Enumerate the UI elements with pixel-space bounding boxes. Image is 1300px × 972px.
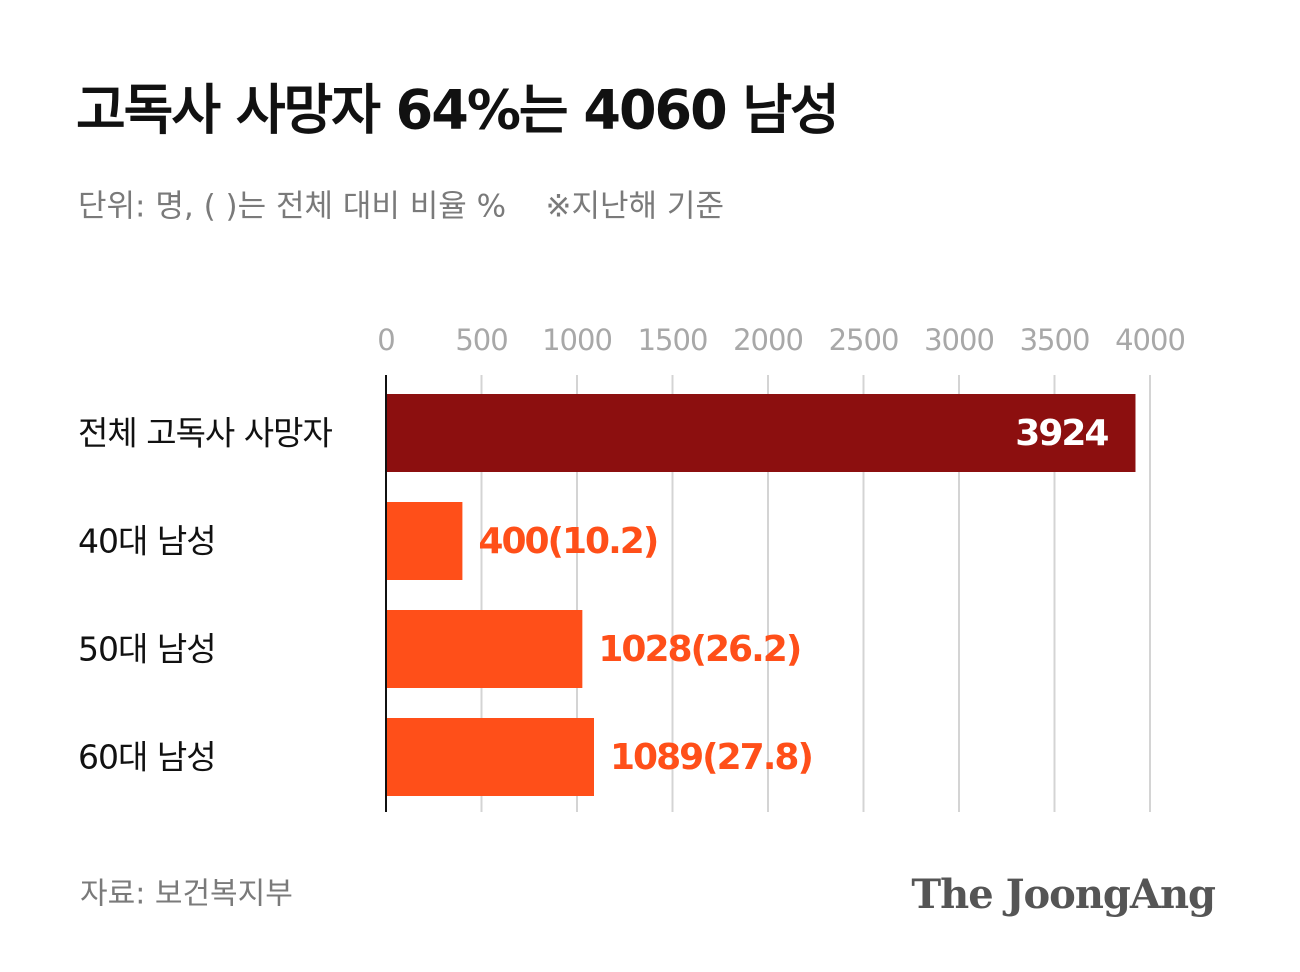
- chart-subtitle: 단위: 명, ( )는 전체 대비 비율 % ※지난해 기준: [78, 189, 724, 225]
- x-tick-label: 0: [377, 323, 394, 357]
- value-label: 400(10.2): [478, 521, 657, 562]
- value-label: 3924: [1015, 413, 1108, 454]
- bar: [386, 718, 594, 796]
- value-label: 1028(26.2): [598, 629, 800, 670]
- x-tick-label: 4000: [1115, 323, 1185, 357]
- bar: [386, 610, 583, 688]
- y-tick-label: 40대 남성: [78, 522, 216, 561]
- bar: [386, 394, 1136, 472]
- x-tick-label: 1000: [542, 323, 612, 357]
- value-label: 1089(27.8): [610, 737, 812, 778]
- x-tick-label: 1500: [638, 323, 708, 357]
- x-tick-label: 3000: [924, 323, 994, 357]
- x-tick-label: 500: [455, 323, 507, 357]
- chart-title: 고독사 사망자 64%는 4060 남성: [76, 79, 838, 142]
- source: 자료: 보건복지부: [80, 877, 293, 912]
- y-tick-label: 50대 남성: [78, 630, 216, 669]
- x-tick-label: 2500: [829, 323, 899, 357]
- bar: [386, 502, 463, 580]
- x-tick-label: 3500: [1020, 323, 1090, 357]
- y-tick-label: 전체 고독사 사망자: [78, 414, 332, 453]
- y-tick-label: 60대 남성: [78, 738, 216, 777]
- x-tick-label: 2000: [733, 323, 803, 357]
- brand-logo: The JoongAng: [911, 871, 1216, 918]
